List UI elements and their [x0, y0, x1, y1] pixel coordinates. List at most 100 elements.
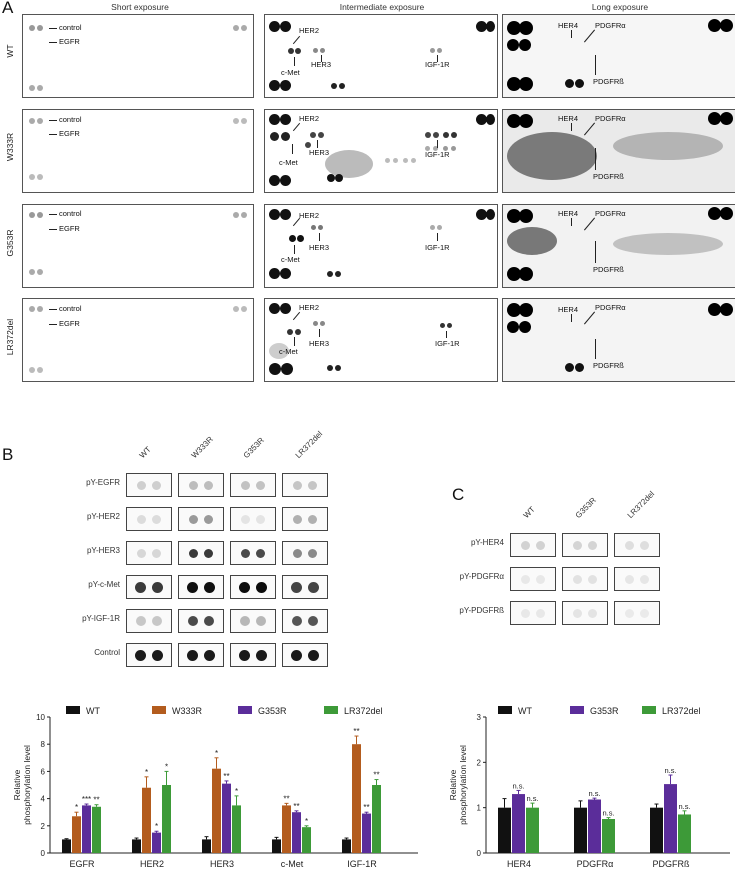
- array-dot: [447, 323, 452, 328]
- label-line: [317, 140, 318, 148]
- long-exposure-lr372del: HER4 PDGFRα PDGFRß: [502, 298, 735, 382]
- blot-dot: [204, 548, 213, 558]
- control-dot: [280, 114, 291, 125]
- column-label: LR372del: [625, 489, 657, 520]
- control-dot: [507, 21, 521, 35]
- blot-dot: [137, 480, 146, 490]
- control-dot: [519, 114, 533, 128]
- control-dot: [269, 209, 280, 220]
- legend-swatch: [642, 706, 656, 714]
- label-line: [319, 329, 320, 337]
- blot-dot: [308, 616, 318, 626]
- long-exposure-g353r: HER4 PDGFRα PDGFRß: [502, 204, 735, 288]
- array-dot: [507, 321, 519, 333]
- blot-dot: [135, 581, 146, 593]
- legend-label: G353R: [258, 706, 287, 716]
- label-line: [583, 29, 596, 43]
- array-dot: [437, 48, 442, 53]
- blot-cell: [282, 575, 328, 599]
- y-tick-label: 3: [477, 713, 482, 722]
- control-dot: [708, 303, 721, 316]
- column-label: WT: [521, 504, 537, 520]
- blot-dot: [136, 616, 146, 626]
- array-dot: [327, 271, 333, 277]
- blot-dot: [137, 514, 146, 524]
- control-dot: [720, 19, 733, 32]
- label-line: [583, 217, 596, 231]
- blot-dot: [187, 649, 198, 661]
- row-label: pY-c-Met: [88, 580, 120, 589]
- blot-dot: [256, 480, 265, 490]
- panel-letter-c: C: [452, 485, 465, 504]
- bar: [526, 807, 539, 853]
- label-pdgfrb: PDGFRß: [593, 265, 624, 274]
- control-dot: [280, 303, 291, 314]
- array-dot: [385, 158, 390, 163]
- blot-dot: [536, 540, 545, 550]
- x-tick-label: PDGFRα: [577, 859, 614, 869]
- control-dot: [708, 112, 721, 125]
- blot-dot: [204, 616, 214, 626]
- control-dot: [29, 118, 35, 124]
- blot-dot: [291, 581, 302, 593]
- control-dot: [37, 25, 43, 31]
- blot-dot: [573, 608, 582, 618]
- blot-dot: [256, 616, 266, 626]
- blot-dot: [625, 574, 634, 584]
- control-dot: [519, 77, 533, 91]
- row-label-lr372del: LR372del: [5, 318, 15, 356]
- control-dot: [280, 21, 291, 32]
- label-line: [571, 314, 572, 322]
- blot-dot: [240, 616, 250, 626]
- control-dot: [233, 25, 239, 31]
- array-dot: [270, 132, 279, 141]
- array-dot: [565, 79, 574, 88]
- blot-cell: [614, 601, 660, 625]
- label-line: [49, 120, 57, 121]
- array-dot: [318, 225, 323, 230]
- control-dot: [280, 268, 291, 279]
- array-dot: [281, 132, 290, 141]
- control-dot: [269, 80, 280, 91]
- array-dot: [451, 146, 456, 151]
- blot-dot: [291, 649, 302, 661]
- label-igf1r: IGF-1R: [435, 339, 460, 348]
- legend-label: G353R: [590, 706, 619, 716]
- significance-label: **: [93, 796, 99, 805]
- intermediate-exposure-lr372del: HER2 HER3 c-Met IGF-1R: [264, 298, 498, 382]
- label-her2: HER2: [299, 26, 320, 35]
- array-dot: [403, 158, 408, 163]
- blot-dot: [152, 480, 161, 490]
- label-line: [583, 122, 596, 136]
- label-her2: HER2: [299, 114, 320, 123]
- significance-label: *: [215, 749, 218, 758]
- array-dot: [313, 321, 318, 326]
- control-dot: [280, 209, 291, 220]
- array-dot: [339, 83, 345, 89]
- blot-cell: [178, 507, 224, 531]
- label-line: [292, 144, 293, 154]
- column-label: G353R: [241, 435, 266, 460]
- label-line: [595, 241, 596, 263]
- control-dot: [269, 21, 280, 32]
- blot-dot: [187, 581, 198, 593]
- label-line: [292, 35, 301, 45]
- array-dot: [327, 365, 333, 371]
- label-pdgfrb: PDGFRß: [593, 172, 624, 181]
- control-dot: [476, 21, 487, 32]
- significance-label: n.s.: [512, 781, 524, 790]
- blot-dot: [640, 608, 649, 618]
- x-tick-label: EGFR: [69, 859, 95, 869]
- row-label: pY-PDGFRα: [459, 572, 504, 581]
- blot-dot: [293, 480, 302, 490]
- array-dot: [335, 271, 341, 277]
- blot-dot: [625, 608, 634, 618]
- blot-cell: [126, 473, 172, 497]
- bar: [232, 805, 241, 853]
- label-line: [319, 233, 320, 241]
- bar: [588, 799, 601, 853]
- column-label: G353R: [573, 495, 598, 520]
- bar: [162, 785, 171, 853]
- control-dot: [241, 118, 247, 124]
- array-dot: [310, 132, 316, 138]
